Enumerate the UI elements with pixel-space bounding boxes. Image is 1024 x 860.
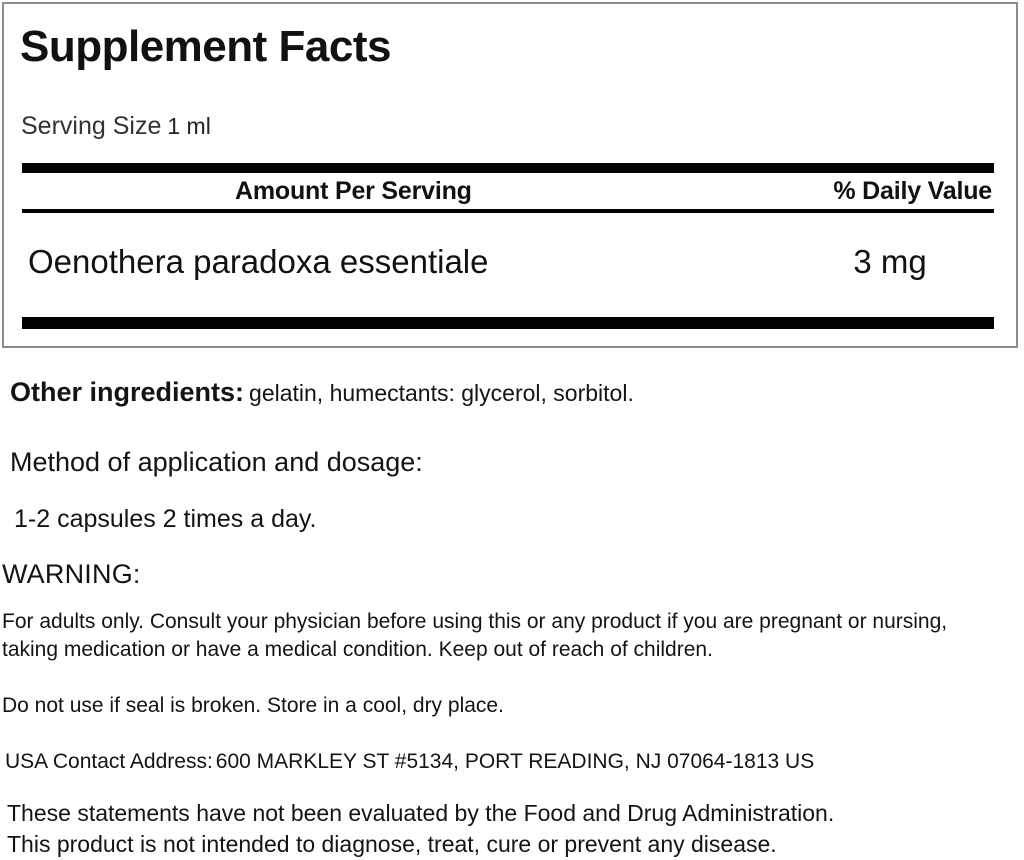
rule-bottom-of-table [22, 317, 994, 329]
column-headers-row: Amount Per Serving % Daily Value [20, 176, 992, 206]
supplement-facts-inner: Supplement Facts Serving Size 1 ml Amount… [20, 4, 1004, 346]
nutrient-name: Oenothera paradoxa essentiale [28, 243, 489, 280]
directions-dosage: 1-2 capsules 2 times a day. [14, 505, 317, 533]
warning-body-line-1: For adults only. Consult your physician … [2, 610, 948, 633]
serving-size-label: Serving Size [21, 112, 162, 140]
nutrient-amount: 3 mg [853, 243, 927, 280]
warning-heading: WARNING: [2, 559, 141, 589]
seal-storage-note: Do not use if seal is broken. Store in a… [2, 694, 504, 717]
column-header-percent-daily-value: % Daily Value [833, 177, 992, 205]
serving-size-value: 1 ml [167, 113, 211, 139]
contact-address-label: USA Contact Address: [5, 750, 213, 773]
supplement-facts-title: Supplement Facts [20, 22, 391, 71]
other-ingredients-label: Other ingredients: [10, 377, 245, 407]
contact-address-value: 600 MARKLEY ST #5134, PORT READING, NJ 0… [215, 750, 815, 773]
column-header-amount-per-serving: Amount Per Serving [235, 177, 472, 205]
other-ingredients-value: gelatin, humectants: glycerol, sorbitol. [249, 380, 634, 406]
nutrient-row: Oenothera paradoxa essentiale 3 mg [20, 240, 992, 296]
contact-address-line: USA Contact Address: 600 MARKLEY ST #5134… [5, 748, 814, 776]
warning-body: For adults only. Consult your physician … [2, 608, 1012, 664]
rule-above-column-headers [22, 163, 994, 173]
fda-disclaimer: These statements have not been evaluated… [7, 798, 1017, 860]
fda-disclaimer-line-2: This product is not intended to diagnose… [7, 831, 777, 857]
other-ingredients-line: Other ingredients: gelatin, humectants: g… [10, 376, 634, 409]
fda-disclaimer-line-1: These statements have not been evaluated… [7, 800, 835, 826]
serving-size-line: Serving Size 1 ml [21, 112, 211, 140]
warning-body-line-2: taking medication or have a medical cond… [2, 638, 713, 661]
rule-below-column-headers [22, 209, 994, 213]
supplement-facts-panel: Supplement Facts Serving Size 1 ml Amount… [2, 2, 1018, 348]
directions-heading: Method of application and dosage: [10, 447, 423, 477]
